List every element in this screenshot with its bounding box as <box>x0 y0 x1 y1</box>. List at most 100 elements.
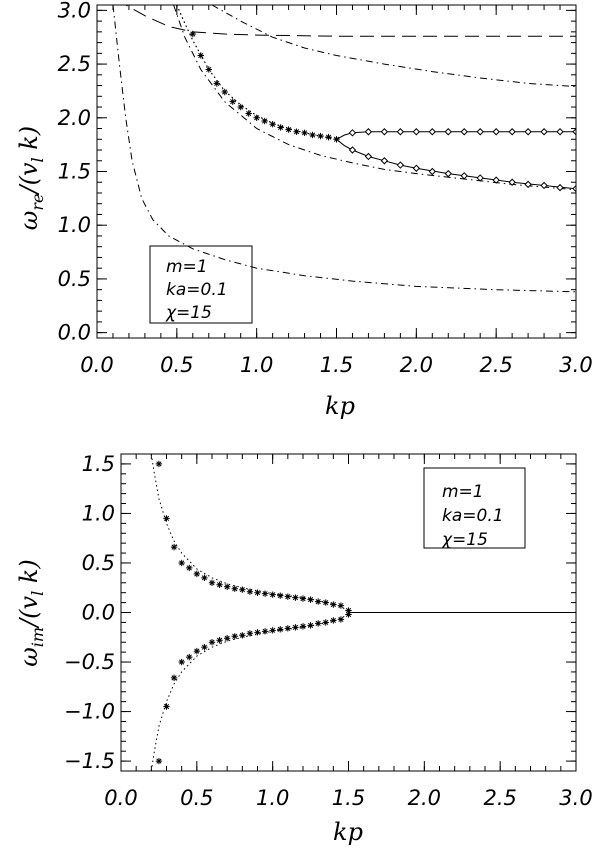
star-marker <box>333 136 340 143</box>
diamond-marker <box>444 169 452 178</box>
y-label-subscript: im <box>28 627 47 647</box>
star-marker <box>299 623 307 630</box>
marker-group <box>189 30 576 193</box>
x-tick-label: 0.0 <box>104 786 137 810</box>
star-marker <box>345 611 352 618</box>
diamond-marker <box>476 128 484 136</box>
star-marker <box>155 757 163 765</box>
diamond-marker <box>476 174 484 182</box>
x-tick-label: 2.5 <box>479 353 512 377</box>
y-tick-label: 3.0 <box>58 0 91 22</box>
y-tick-label: 1.5 <box>58 160 91 184</box>
diamond-marker <box>396 161 405 169</box>
diamond-marker <box>524 128 532 136</box>
y-tick-label: 1.0 <box>58 213 91 237</box>
panel-real-part: 0.0 0.5 1.0 1.5 2.0 2.5 3.0 0.0 0.5 1.0 1.5 2.0 2.5… <box>15 0 593 420</box>
star-marker <box>254 589 261 596</box>
series-group <box>112 5 576 293</box>
legend-box: m=1 ka=0.1 χ=15 <box>423 467 526 550</box>
legend-line-2: ka=0.1 <box>442 506 504 526</box>
star-marker <box>301 129 308 137</box>
star-marker <box>314 598 322 605</box>
star-marker <box>246 588 254 595</box>
star-marker <box>277 626 284 633</box>
y-label-v-subscript: l <box>28 591 47 596</box>
diamond-marker <box>540 128 548 136</box>
star-marker <box>322 619 329 626</box>
y-tick-label: 0.5 <box>82 551 115 575</box>
diamond-marker <box>460 172 468 180</box>
y-label-omega: ω <box>15 211 43 231</box>
legend-frame <box>149 245 253 324</box>
star-marker <box>231 633 238 640</box>
star-marker <box>314 620 322 627</box>
star-marker <box>205 66 212 73</box>
diamond-marker <box>348 146 357 154</box>
x-tick-label: 1.0 <box>256 786 289 810</box>
star-marker <box>246 630 254 637</box>
x-tick-label: 2.5 <box>483 786 516 810</box>
y-label-end: k) <box>15 559 43 591</box>
marker-group <box>155 460 352 765</box>
y-label-v-subscript: l <box>28 157 47 162</box>
star-marker <box>309 131 316 139</box>
diamond-marker <box>492 128 500 136</box>
y-label-rest: /(v <box>15 162 43 195</box>
diamond-marker <box>508 178 516 186</box>
star-marker <box>213 80 220 87</box>
star-marker <box>208 639 216 646</box>
star-marker <box>170 674 178 682</box>
y-label-end: k) <box>15 126 43 158</box>
y-tick-labels: 0.0 0.5 1.0 1.5 2.0 2.5 3.0 <box>58 0 91 345</box>
x-tick-label: 1.5 <box>320 353 353 377</box>
series-line-7 <box>336 138 576 190</box>
series-line-0 <box>124 5 576 37</box>
star-marker <box>155 460 163 468</box>
star-marker <box>292 594 299 601</box>
y-tick-label: 0.0 <box>82 601 115 625</box>
star-marker <box>163 515 170 522</box>
legend-line-3: χ=15 <box>165 303 212 323</box>
star-marker <box>322 599 329 606</box>
ticks <box>120 453 577 772</box>
x-tick-labels: 0.0 0.5 1.0 1.5 2.0 2.5 3.0 <box>104 786 592 810</box>
legend-box: m=1 ka=0.1 χ=15 <box>149 245 253 324</box>
star-marker <box>325 133 332 141</box>
star-marker <box>307 622 314 629</box>
series-line-6 <box>336 131 576 140</box>
x-tick-label: 1.5 <box>332 786 365 810</box>
series-group <box>150 454 576 771</box>
diamond-marker <box>428 167 437 176</box>
x-tick-label: 0.0 <box>80 353 113 377</box>
star-marker <box>216 581 223 588</box>
series-line-0 <box>150 454 349 611</box>
ticks <box>96 5 577 338</box>
y-tick-label: 1.5 <box>82 452 115 476</box>
x-tick-label: 0.5 <box>160 353 193 377</box>
star-marker <box>345 607 352 614</box>
x-tick-label: 1.0 <box>240 353 273 377</box>
y-tick-label: −1.0 <box>64 700 115 724</box>
legend-line-1: m=1 <box>442 482 484 502</box>
star-marker <box>189 30 196 38</box>
star-marker <box>269 627 276 634</box>
y-tick-label: −1.5 <box>64 749 115 773</box>
legend-line-3: χ=15 <box>441 530 488 550</box>
star-marker <box>201 643 208 651</box>
star-marker <box>186 564 193 572</box>
star-marker <box>330 601 337 608</box>
diamond-marker <box>524 180 532 189</box>
star-marker <box>253 114 260 121</box>
diamond-marker <box>556 128 564 136</box>
star-marker <box>277 592 284 599</box>
y-tick-label: 0.5 <box>58 267 91 291</box>
star-marker <box>221 88 228 96</box>
star-marker <box>193 647 201 655</box>
diamond-marker <box>412 128 421 136</box>
star-marker <box>261 117 268 125</box>
star-marker <box>216 637 223 644</box>
star-marker <box>284 593 292 600</box>
diamond-marker <box>412 164 421 172</box>
diamond-marker <box>380 157 389 165</box>
diamond-marker <box>380 128 389 136</box>
